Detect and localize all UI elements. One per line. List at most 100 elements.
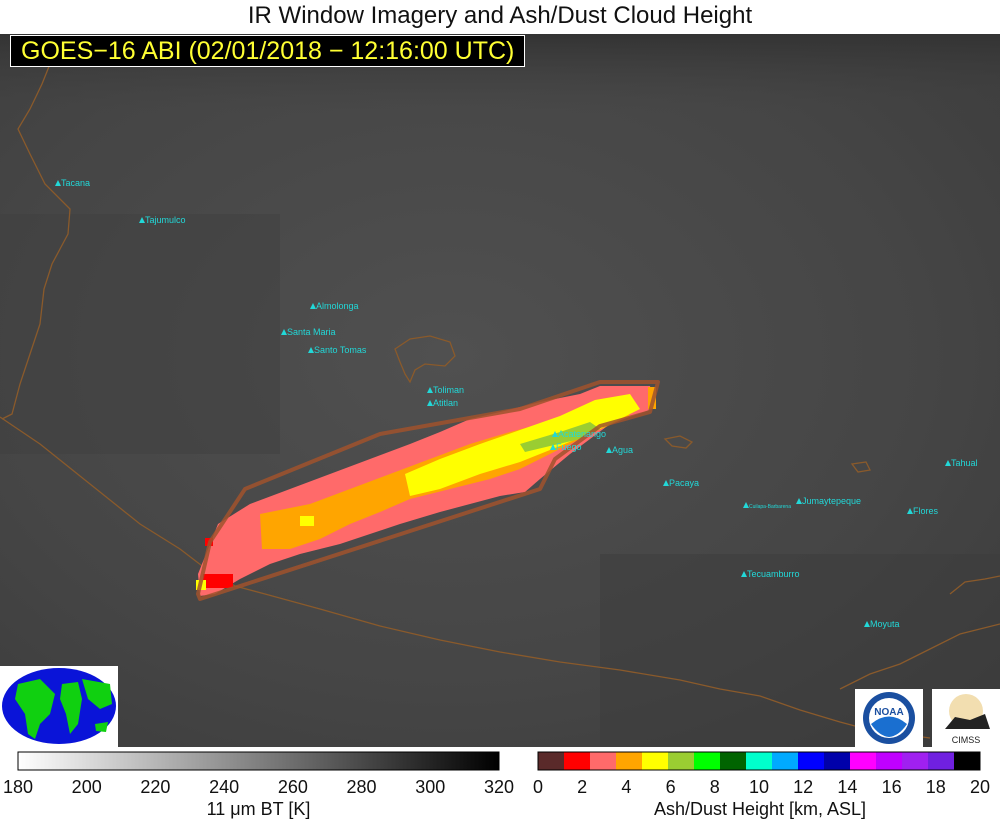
- ash-colorbar-swatch: [564, 752, 591, 770]
- volcano-marker: Moyuta: [864, 619, 900, 629]
- volcano-label: Toliman: [433, 385, 464, 395]
- volcano-triangle-icon: [281, 329, 287, 335]
- ash-colorbar-label: Ash/Dust Height [km, ASL]: [653, 799, 867, 819]
- volcano-marker: Atitlan: [427, 398, 458, 408]
- volcano-triangle-icon: [552, 431, 558, 437]
- volcano-label: Tacana: [61, 178, 90, 188]
- volcano-label: Santo Tomas: [314, 345, 367, 355]
- svg-text:NOAA: NOAA: [874, 707, 903, 718]
- volcano-label: Agua: [612, 445, 633, 455]
- colorbar-tick-label: 4: [621, 777, 632, 797]
- colorbar-tick-label: 10: [748, 777, 770, 797]
- volcano-triangle-icon: [427, 387, 433, 393]
- volcano-layer: Tacana Tajumulco Almolonga Santa Maria Santo…: [55, 178, 978, 629]
- volcano-triangle-icon: [427, 400, 433, 406]
- ash-colorbar-swatch: [824, 752, 851, 770]
- colorbar-tick-label: 2: [577, 777, 588, 797]
- colorbar-tick-label: 8: [709, 777, 720, 797]
- ash-colorbar-swatch: [876, 752, 903, 770]
- ash-colorbar-swatch: [590, 752, 617, 770]
- colorbar-tick-label: 18: [925, 777, 946, 797]
- volcano-triangle-icon: [796, 498, 802, 504]
- volcano-marker: Jumaytepeque: [796, 496, 861, 506]
- volcano-marker: Cuilapa-Barbarena: [743, 502, 791, 510]
- volcano-marker: Tacana: [55, 178, 90, 188]
- ash-colorbar-swatch: [642, 752, 669, 770]
- cimss-logo: CIMSS: [932, 689, 1000, 747]
- volcano-triangle-icon: [663, 480, 669, 486]
- colorbar-tick-label: 16: [881, 777, 902, 797]
- ash-colorbar-swatch: [746, 752, 773, 770]
- volcano-marker: Acatenango: [552, 429, 606, 439]
- volcano-triangle-icon: [308, 347, 314, 353]
- colorbar-tick-label: 0: [532, 777, 544, 797]
- volcano-triangle-icon: [741, 571, 747, 577]
- volcano-label: Tajumulco: [145, 215, 186, 225]
- volcano-marker: Agua: [606, 445, 633, 455]
- ash-colorbar-swatch: [850, 752, 877, 770]
- ash-colorbar-swatch: [694, 752, 721, 770]
- volcano-marker: Almolonga: [310, 301, 359, 311]
- world-locator-map: [0, 666, 118, 747]
- colorbar-tick-label: 320: [483, 777, 515, 797]
- volcano-triangle-icon: [945, 460, 951, 466]
- volcano-triangle-icon: [606, 447, 612, 453]
- volcano-marker: Pacaya: [663, 478, 699, 488]
- volcano-triangle-icon: [139, 217, 145, 223]
- colorbar-tick-label: 20: [969, 777, 991, 797]
- volcano-triangle-icon: [907, 508, 913, 514]
- analysis-outline: [196, 380, 660, 601]
- volcano-label: Tecuamburro: [747, 569, 800, 579]
- ash-colorbar-swatch: [668, 752, 695, 770]
- volcano-triangle-icon: [55, 180, 61, 186]
- ash-colorbar-swatch: [720, 752, 747, 770]
- volcano-label: Tahual: [951, 458, 978, 468]
- ir-colorbar: [17, 751, 500, 771]
- volcano-label: Pacaya: [669, 478, 699, 488]
- volcano-label: Moyuta: [870, 619, 900, 629]
- volcano-triangle-icon: [743, 502, 749, 508]
- volcano-marker: Tecuamburro: [741, 569, 800, 579]
- volcano-label: Atitlan: [433, 398, 458, 408]
- colorbar-tick-label: 180: [2, 777, 34, 797]
- volcano-marker: Flores: [907, 506, 939, 516]
- volcano-label: Cuilapa-Barbarena: [749, 504, 791, 510]
- subtitle-banner: GOES−16 ABI (02/01/2018 − 12:16:00 UTC): [10, 35, 526, 67]
- ir-colorbar-label: 11 μm BT [K]: [206, 799, 311, 819]
- volcano-label: Almolonga: [316, 301, 359, 311]
- volcano-triangle-icon: [310, 303, 316, 309]
- volcano-marker: Tajumulco: [139, 215, 186, 225]
- satellite-map: Tacana Tajumulco Almolonga Santa Maria Santo…: [0, 34, 1000, 747]
- ash-colorbar-swatch: [902, 752, 929, 770]
- ash-colorbar-swatch: [954, 752, 981, 770]
- colorbar-tick-label: 300: [415, 777, 446, 797]
- ash-colorbar: [537, 751, 981, 771]
- coastline-borders: [0, 63, 1000, 739]
- colorbar-tick-label: 14: [837, 777, 858, 797]
- ash-colorbar-swatch: [538, 752, 565, 770]
- colorbar-tick-label: 12: [793, 777, 814, 797]
- volcano-label: Flores: [913, 506, 939, 516]
- colorbar-tick-label: 260: [277, 777, 308, 797]
- volcano-label: Acatenango: [558, 429, 606, 439]
- ash-colorbar-swatch: [928, 752, 955, 770]
- colorbar-tick-label: 240: [209, 777, 240, 797]
- volcano-triangle-icon: [864, 621, 870, 627]
- volcano-label: Santa Maria: [287, 327, 336, 337]
- figure-title: IR Window Imagery and Ash/Dust Cloud Hei…: [247, 2, 753, 29]
- ash-colorbar-swatch: [616, 752, 643, 770]
- colorbar-tick-label: 6: [665, 777, 676, 797]
- volcano-marker: Tahual: [945, 458, 978, 468]
- noaa-logo: NOAA: [855, 689, 923, 747]
- volcano-label: Fuego: [556, 442, 582, 452]
- volcano-marker: Toliman: [427, 385, 464, 395]
- colorbar-tick-label: 220: [140, 777, 171, 797]
- volcano-label: Jumaytepeque: [802, 496, 861, 506]
- colorbar-tick-label: 280: [346, 777, 377, 797]
- ash-colorbar-swatch: [772, 752, 799, 770]
- volcano-marker: Santa Maria: [281, 327, 336, 337]
- volcano-marker: Santo Tomas: [308, 345, 367, 355]
- svg-text:CIMSS: CIMSS: [952, 735, 981, 745]
- volcano-triangle-icon: [550, 444, 556, 450]
- ash-colorbar-swatch: [798, 752, 825, 770]
